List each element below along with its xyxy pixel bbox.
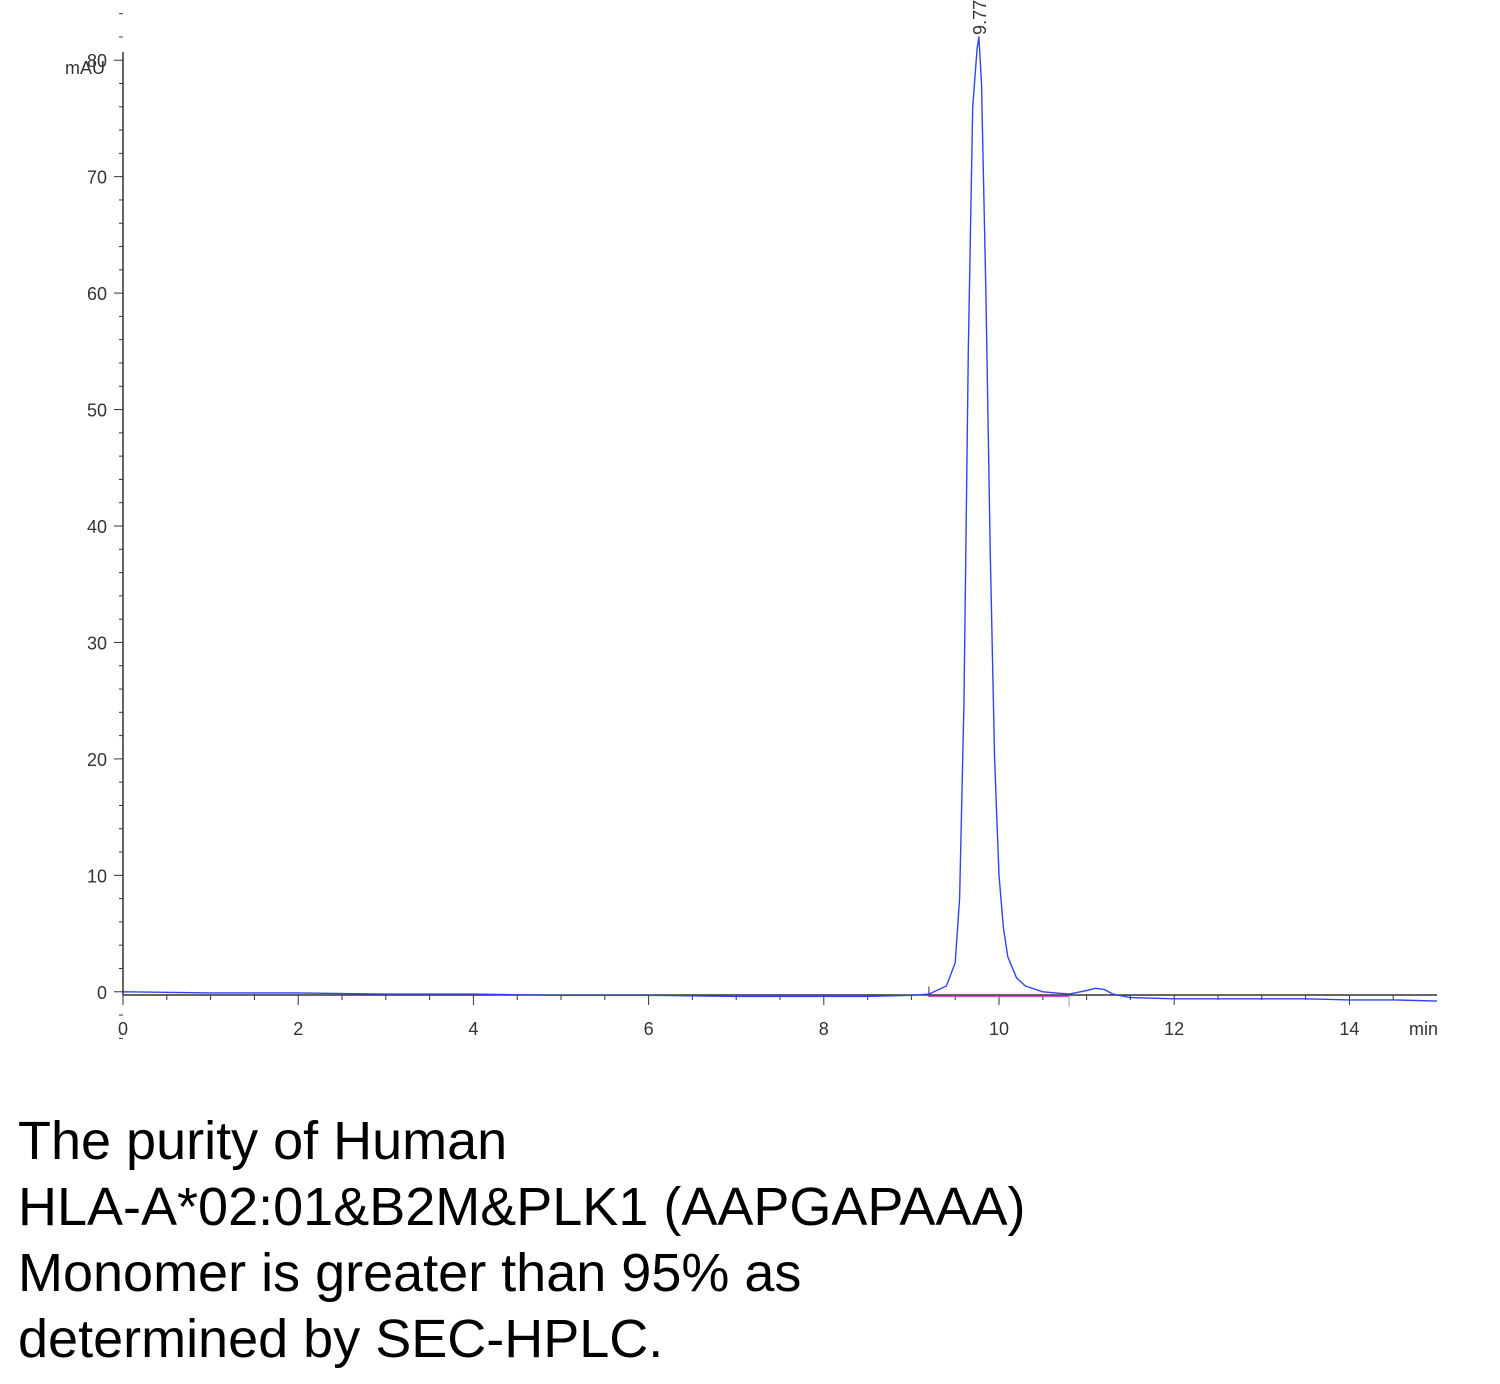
x-tick-label: 4 [468,1019,478,1039]
y-axis-unit-label: mAU [65,58,105,78]
y-tick-label: 30 [87,633,107,653]
x-tick-label: 2 [293,1019,303,1039]
x-tick-label: 14 [1339,1019,1359,1039]
peak-label: 9.770 [970,0,990,35]
x-axis-unit-label: min [1409,1019,1438,1039]
caption-line: Monomer is greater than 95% as [18,1243,802,1303]
y-tick-label: 20 [87,750,107,770]
y-tick-label: 80 [87,51,107,71]
x-tick-label: 10 [989,1019,1009,1039]
series-line-0 [122,36,1438,1002]
x-axis-ticks: 0 2 4 6 8 10 12 14 [118,995,1394,1039]
annotations-group: 9.770 [970,0,990,35]
y-tick-label: 60 [87,284,107,304]
x-tick-label: 6 [644,1019,654,1039]
y-tick-label: 10 [87,866,107,886]
caption-line: HLA-A*02:01&B2M&PLK1 (AAPGAPAAA) [18,1177,1026,1237]
y-axis-ticks: 0 10 20 30 40 50 60 70 80 [87,13,123,1039]
series-group [122,36,1438,1007]
chromatogram-svg: 0 2 4 6 8 10 12 14 0 10 20 30 40 50 60 70 80 mAU min 9.… [65,0,1438,1039]
x-tick-label: 12 [1164,1019,1184,1039]
chromatogram-chart: 0 2 4 6 8 10 12 14 0 10 20 30 40 50 60 70 80 mAU min 9.… [65,0,1438,1039]
y-tick-label: 40 [87,517,107,537]
x-tick-label: 0 [118,1019,128,1039]
y-tick-label: 70 [87,168,107,188]
x-tick-label: 8 [819,1019,829,1039]
axes [122,52,1437,996]
caption: The purity of Human HLA-A*02:01&B2M&PLK1… [18,1108,1478,1372]
y-tick-label: 0 [97,983,107,1003]
caption-line: determined by SEC-HPLC. [18,1309,664,1369]
caption-line: The purity of Human [18,1111,508,1171]
y-tick-label: 50 [87,401,107,421]
